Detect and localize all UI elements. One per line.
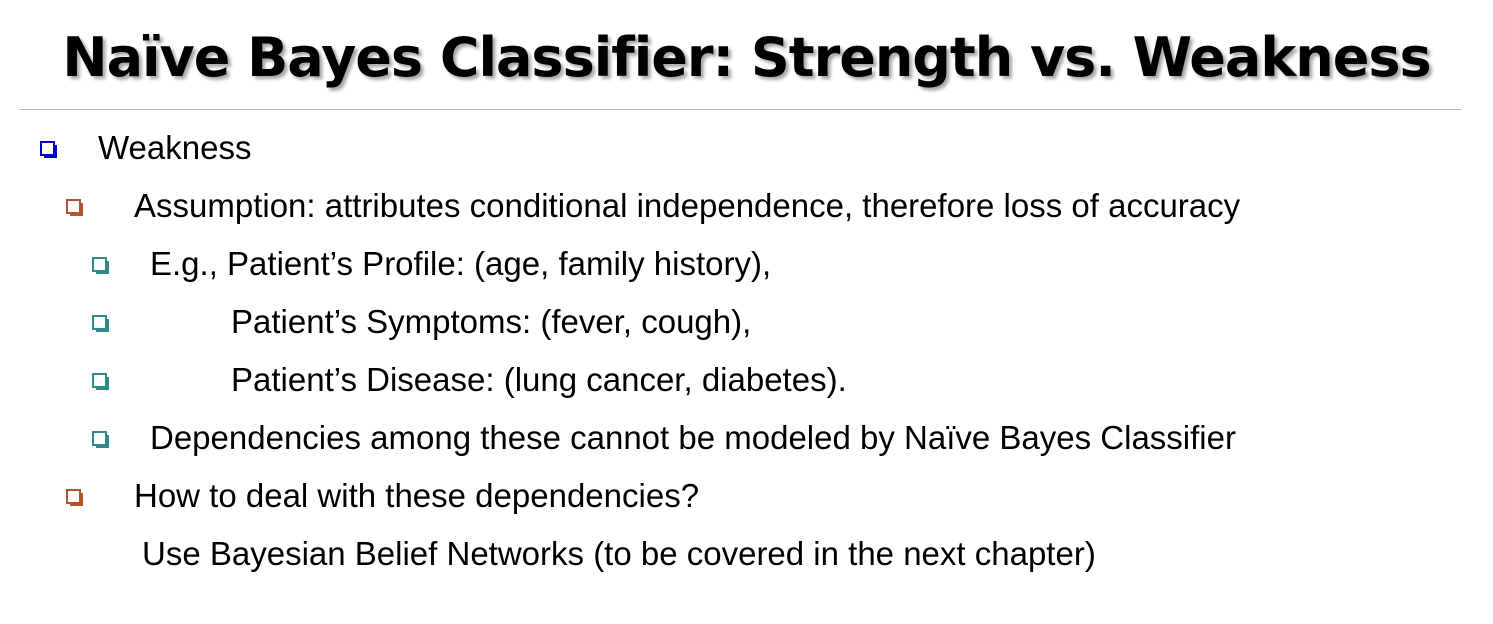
square-bullet-icon [66,199,83,216]
bullet-text: Dependencies among these cannot be model… [150,419,1236,456]
square-bullet-icon [40,141,57,158]
bullet-text: Weakness [98,129,252,166]
bullet-text: Assumption: attributes conditional indep… [134,187,1241,224]
square-bullet-icon [66,489,83,506]
slide-title: Naïve Bayes Classifier: Strength vs. Wea… [62,26,1431,89]
bullet-text: E.g., Patient’s Profile: (age, family hi… [150,245,772,282]
square-bullet-icon [92,431,109,448]
bullet-text: Patient’s Symptoms: (fever, cough), [231,303,752,340]
square-bullet-icon [92,373,109,390]
bullet-text: How to deal with these dependencies? [134,477,700,514]
square-bullet-icon [92,257,109,274]
square-bullet-icon [92,315,109,332]
title-divider [20,109,1461,110]
bullet-text: Patient’s Disease: (lung cancer, diabete… [231,361,847,398]
bullet-text: Use Bayesian Belief Networks (to be cove… [142,535,1096,572]
